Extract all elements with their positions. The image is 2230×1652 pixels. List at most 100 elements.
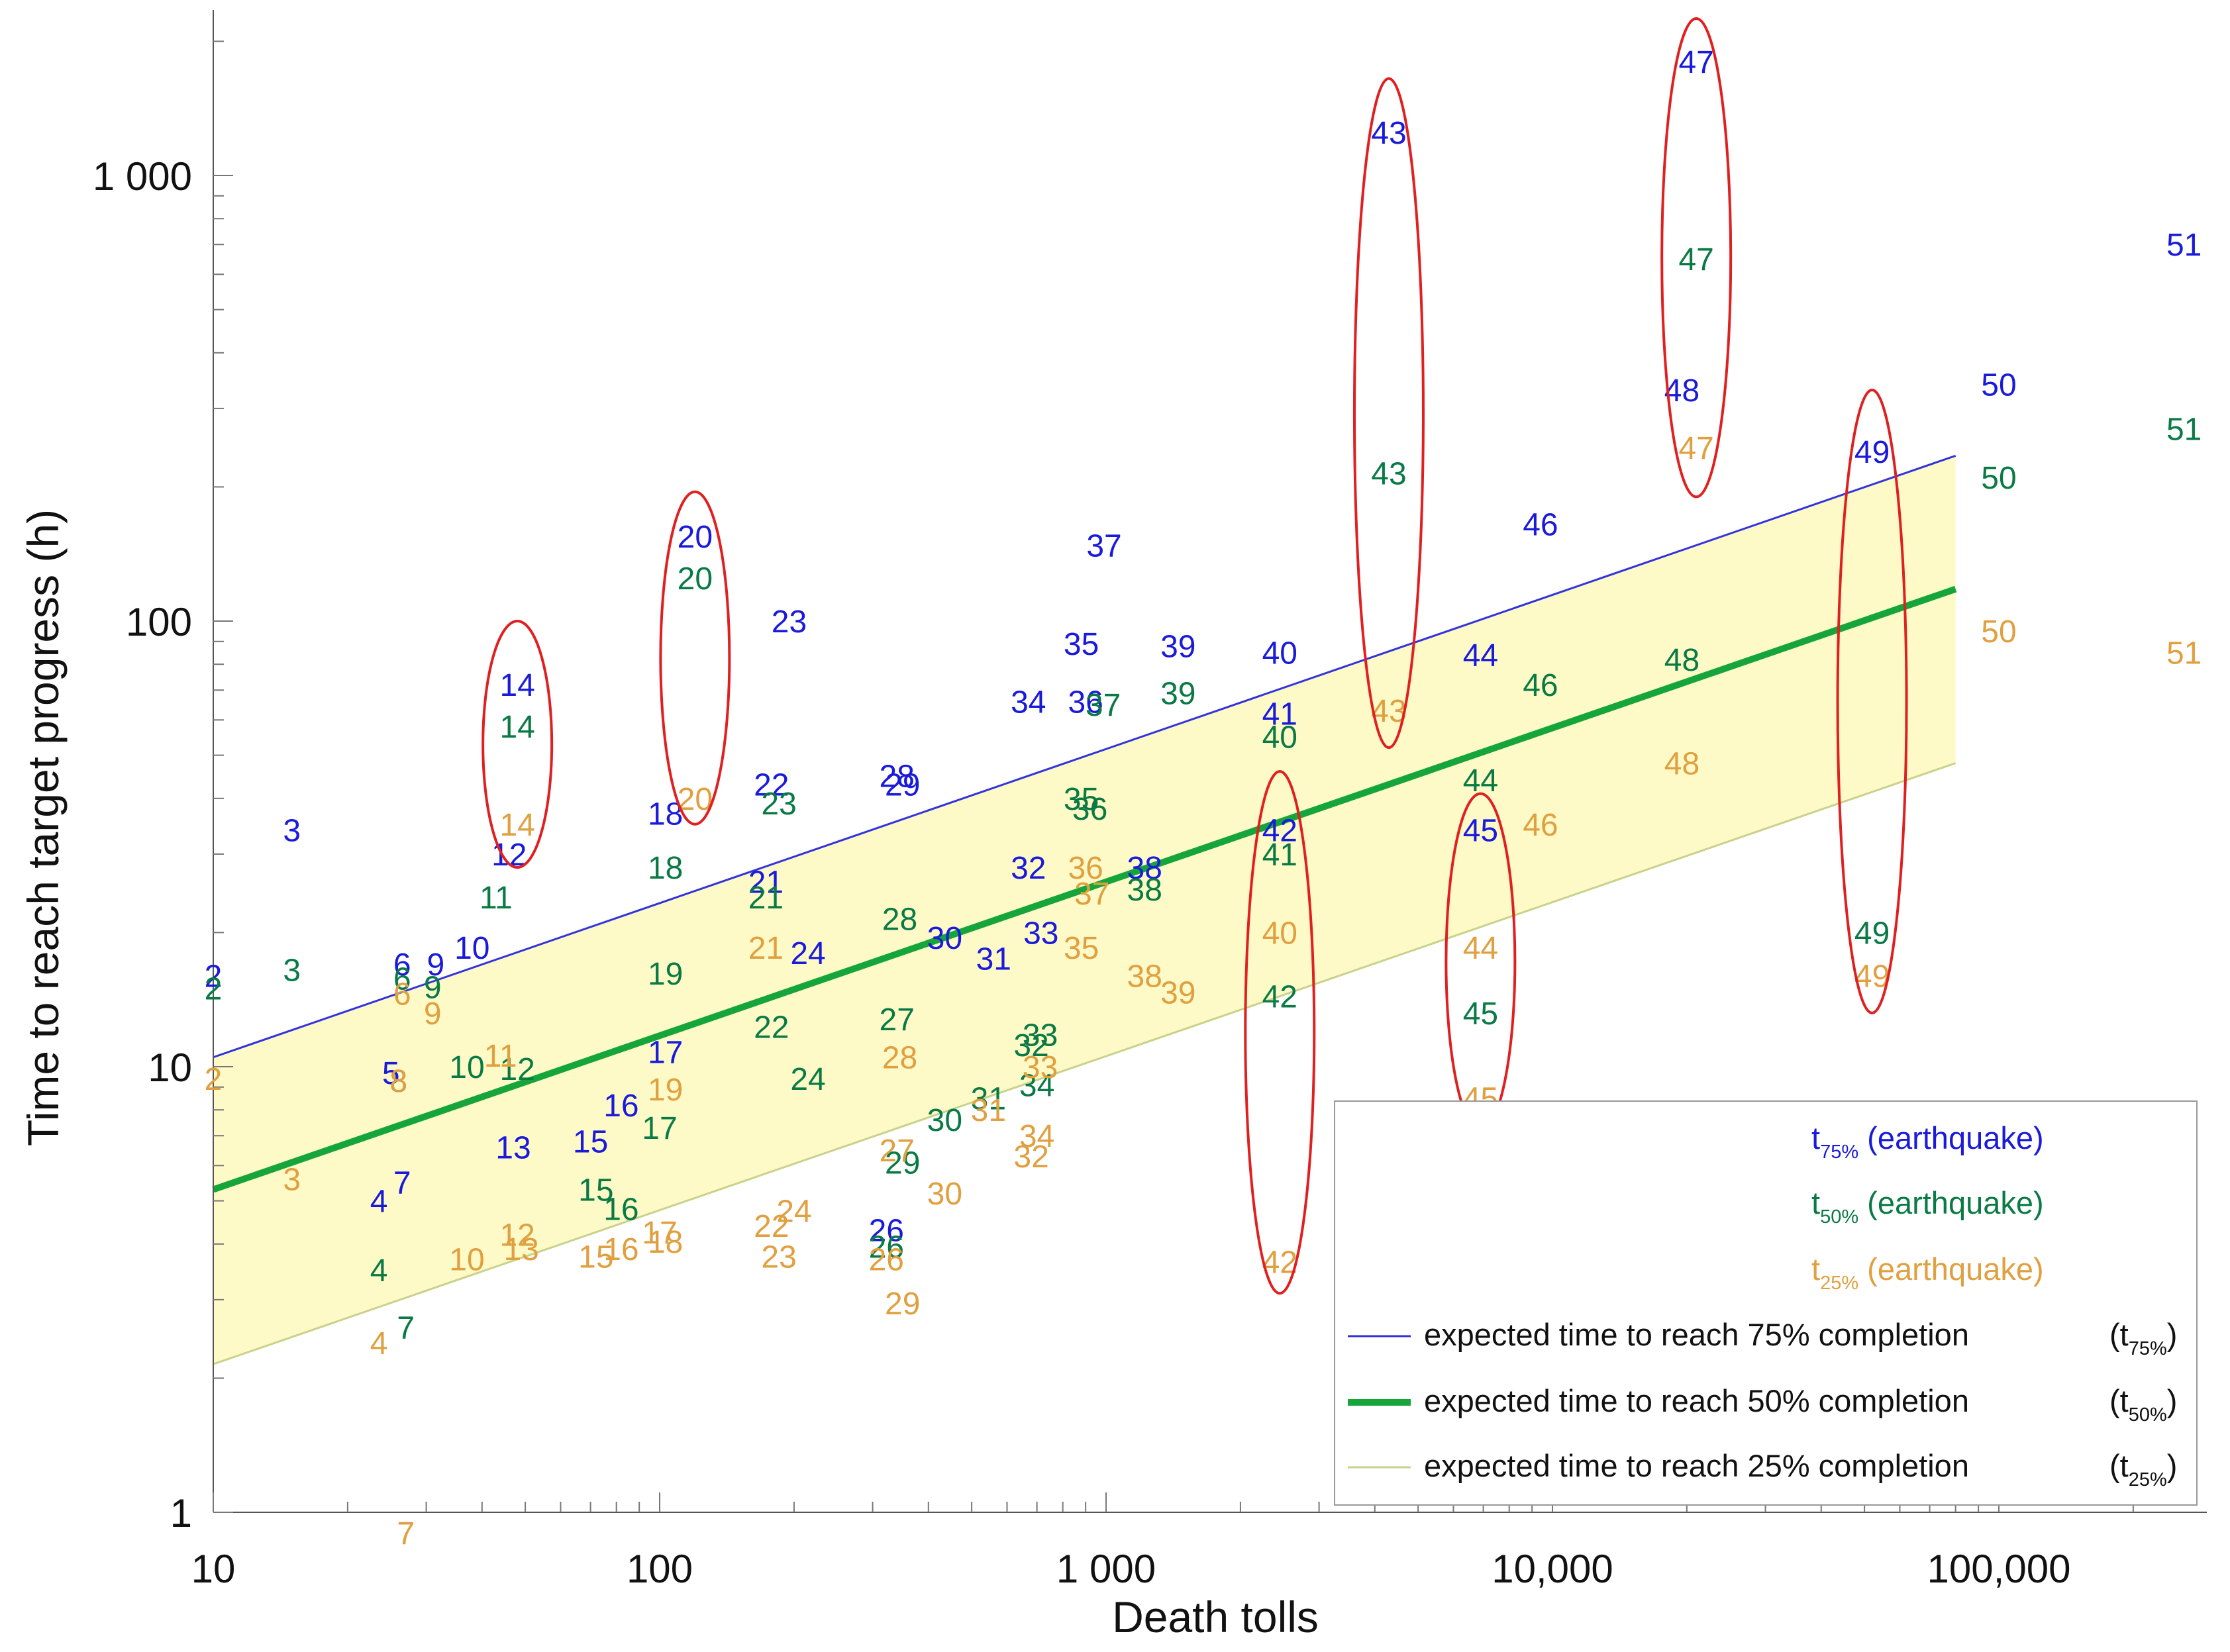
point-t75-20: 20 — [678, 520, 713, 555]
point-t25-34: 34 — [1019, 1119, 1054, 1154]
point-t50-22: 22 — [754, 1010, 789, 1045]
point-t25-16: 16 — [603, 1232, 638, 1267]
legend-label-line75: expected time to reach 75% completion — [1424, 1317, 1969, 1352]
expected-range-band — [213, 456, 1956, 1365]
x-tick-label: 10 — [191, 1547, 236, 1591]
point-t75-10: 10 — [454, 931, 489, 966]
point-t75-5: 5 — [382, 1056, 400, 1091]
point-t50-26: 26 — [869, 1230, 904, 1265]
point-t25-12: 12 — [499, 1218, 534, 1253]
point-t25-3: 3 — [283, 1162, 301, 1197]
point-t75-30: 30 — [927, 921, 962, 956]
point-t75-7: 7 — [393, 1166, 411, 1201]
point-t75-50: 50 — [1981, 367, 2016, 403]
legend-label-line25: expected time to reach 25% completion — [1424, 1448, 1969, 1483]
point-t50-38: 38 — [1127, 873, 1162, 908]
point-t50-33: 33 — [1023, 1018, 1058, 1053]
point-t50-23: 23 — [761, 787, 796, 822]
point-t25-11: 11 — [484, 1039, 517, 1074]
point-t50-4: 4 — [370, 1253, 388, 1288]
point-t75-23: 23 — [772, 605, 807, 640]
point-t25-38: 38 — [1127, 959, 1162, 995]
legend-label-line50: expected time to reach 50% completion — [1424, 1383, 1969, 1418]
point-t50-21: 21 — [748, 881, 784, 916]
point-t50-2: 2 — [205, 971, 223, 1006]
point-t75-40: 40 — [1262, 636, 1297, 671]
point-t75-13: 13 — [495, 1130, 531, 1165]
point-t25-39: 39 — [1160, 975, 1195, 1010]
point-t25-4: 4 — [370, 1326, 388, 1361]
point-t25-9: 9 — [424, 996, 442, 1032]
highlight-ellipse-42 — [1244, 769, 1316, 1295]
point-t75-47: 47 — [1678, 45, 1713, 80]
point-t75-41: 41 — [1262, 697, 1297, 732]
trend-line-layer — [212, 454, 1957, 1365]
point-t75-51: 51 — [2166, 228, 2202, 263]
point-t25-30: 30 — [927, 1177, 962, 1212]
point-t75-33: 33 — [1023, 916, 1058, 951]
legend-entry-t75: t75% (earthquake) — [1811, 1120, 2044, 1163]
point-t50-18: 18 — [648, 851, 683, 886]
legend-entry-t25: t25% (earthquake) — [1811, 1251, 2044, 1294]
point-t50-34: 34 — [1019, 1069, 1054, 1104]
point-t50-35: 35 — [1064, 782, 1099, 817]
point-t50-51: 51 — [2166, 413, 2202, 448]
point-t75-15: 15 — [573, 1125, 608, 1160]
point-t75-39: 39 — [1160, 629, 1195, 664]
point-t50-40: 40 — [1262, 720, 1297, 755]
point-t75-3: 3 — [283, 813, 301, 848]
highlight-ellipse-49 — [1836, 389, 1908, 1014]
point-t50-30: 30 — [927, 1103, 962, 1138]
point-t75-42: 42 — [1262, 813, 1297, 848]
point-t25-8: 8 — [389, 1064, 407, 1099]
point-t50-17: 17 — [642, 1111, 677, 1146]
trend-line75 — [213, 454, 1956, 1059]
legend-entry-t50: t50% (earthquake) — [1811, 1185, 2044, 1228]
point-t75-16: 16 — [603, 1089, 638, 1124]
point-t75-43: 43 — [1371, 116, 1406, 151]
point-t25-18: 18 — [648, 1225, 683, 1260]
point-t50-29: 29 — [885, 1145, 920, 1181]
point-t25-36: 36 — [1068, 851, 1103, 886]
point-t50-12: 12 — [499, 1052, 534, 1087]
highlight-ellipse-14 — [481, 620, 554, 869]
highlight-ellipse-43 — [1352, 77, 1425, 750]
point-t50-7: 7 — [397, 1311, 415, 1346]
point-t25-15: 15 — [578, 1240, 613, 1275]
point-t75-22: 22 — [754, 768, 789, 803]
y-tick-label: 1 000 — [93, 154, 192, 199]
point-t75-14: 14 — [499, 668, 534, 703]
point-t50-36: 36 — [1072, 792, 1107, 827]
point-t25-50: 50 — [1981, 614, 2016, 650]
point-t50-19: 19 — [648, 957, 683, 992]
point-t25-22: 22 — [754, 1209, 789, 1244]
trend-line50 — [212, 585, 1957, 1193]
point-t25-49: 49 — [1854, 959, 1890, 995]
point-t50-39: 39 — [1160, 676, 1195, 711]
point-t50-10: 10 — [449, 1050, 484, 1085]
point-t25-32: 32 — [1013, 1140, 1048, 1175]
x-tick-label: 100 — [627, 1547, 693, 1591]
point-t25-17: 17 — [642, 1216, 677, 1251]
y-tick-label: 1 — [170, 1491, 192, 1535]
point-t25-26: 26 — [869, 1243, 904, 1278]
x-axis-title: Death tolls — [1112, 1592, 1319, 1641]
point-t25-33: 33 — [1023, 1050, 1058, 1085]
point-t50-24: 24 — [790, 1062, 825, 1097]
point-t75-21: 21 — [748, 865, 784, 900]
point-t25-19: 19 — [648, 1073, 683, 1108]
x-tick-label: 100,000 — [1927, 1547, 2071, 1591]
point-t75-6: 6 — [393, 947, 411, 983]
point-t50-27: 27 — [880, 1002, 915, 1038]
legend-note-line75: (t75%) — [2109, 1317, 2177, 1359]
point-t75-26: 26 — [869, 1214, 904, 1249]
point-t50-43: 43 — [1371, 456, 1406, 491]
point-t50-50: 50 — [1981, 461, 2016, 496]
point-t75-24: 24 — [790, 936, 825, 971]
point-t50-9: 9 — [424, 971, 442, 1006]
point-t75-29: 29 — [885, 768, 920, 803]
point-t75-34: 34 — [1011, 685, 1046, 720]
